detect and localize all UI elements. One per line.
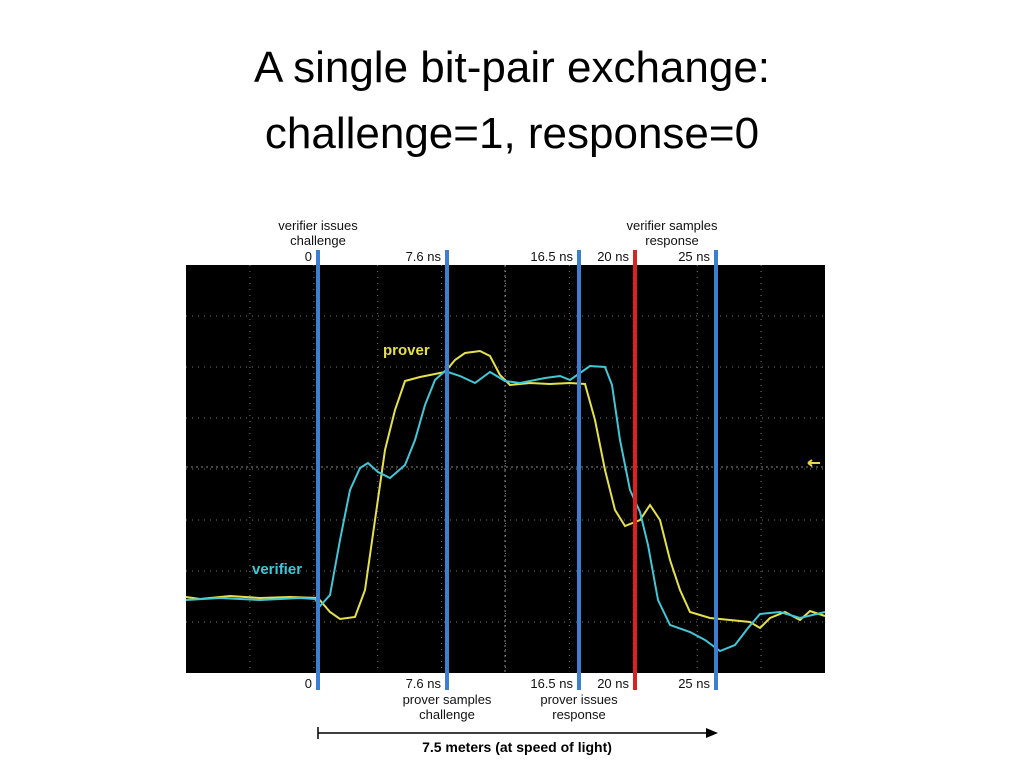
marker-label: 0 bbox=[305, 249, 312, 264]
marker-label: 7.6 ns bbox=[406, 249, 442, 264]
top-note: response bbox=[645, 233, 698, 248]
bottom-note: challenge bbox=[419, 707, 475, 722]
trace-label: verifier bbox=[252, 561, 302, 578]
top-note: verifier samples bbox=[626, 218, 718, 233]
trace-label: prover bbox=[383, 342, 430, 359]
marker-label: 7.6 ns bbox=[406, 676, 442, 691]
marker-label: 0 bbox=[305, 676, 312, 691]
marker-label: 16.5 ns bbox=[530, 249, 573, 264]
distance-label: 7.5 meters (at speed of light) bbox=[422, 739, 612, 755]
marker-label: 25 ns bbox=[678, 676, 710, 691]
distance-arrow bbox=[706, 728, 718, 738]
trigger-marker bbox=[807, 459, 820, 467]
bottom-note: prover samples bbox=[403, 692, 492, 707]
marker-label: 25 ns bbox=[678, 249, 710, 264]
marker-label: 16.5 ns bbox=[530, 676, 573, 691]
title-line: A single bit-pair exchange: bbox=[254, 43, 770, 92]
title-line: challenge=1, response=0 bbox=[265, 109, 759, 158]
marker-label: 20 ns bbox=[597, 249, 629, 264]
bottom-note: prover issues bbox=[540, 692, 618, 707]
top-note: challenge bbox=[290, 233, 346, 248]
verifier-trace bbox=[185, 364, 826, 653]
top-note: verifier issues bbox=[278, 218, 358, 233]
marker-label: 20 ns bbox=[597, 676, 629, 691]
bottom-note: response bbox=[552, 707, 605, 722]
markers: 0 0 7.6 ns 7.6 ns 16.5 ns 16.5 ns 20 ns 20 ns 25… bbox=[305, 249, 718, 691]
